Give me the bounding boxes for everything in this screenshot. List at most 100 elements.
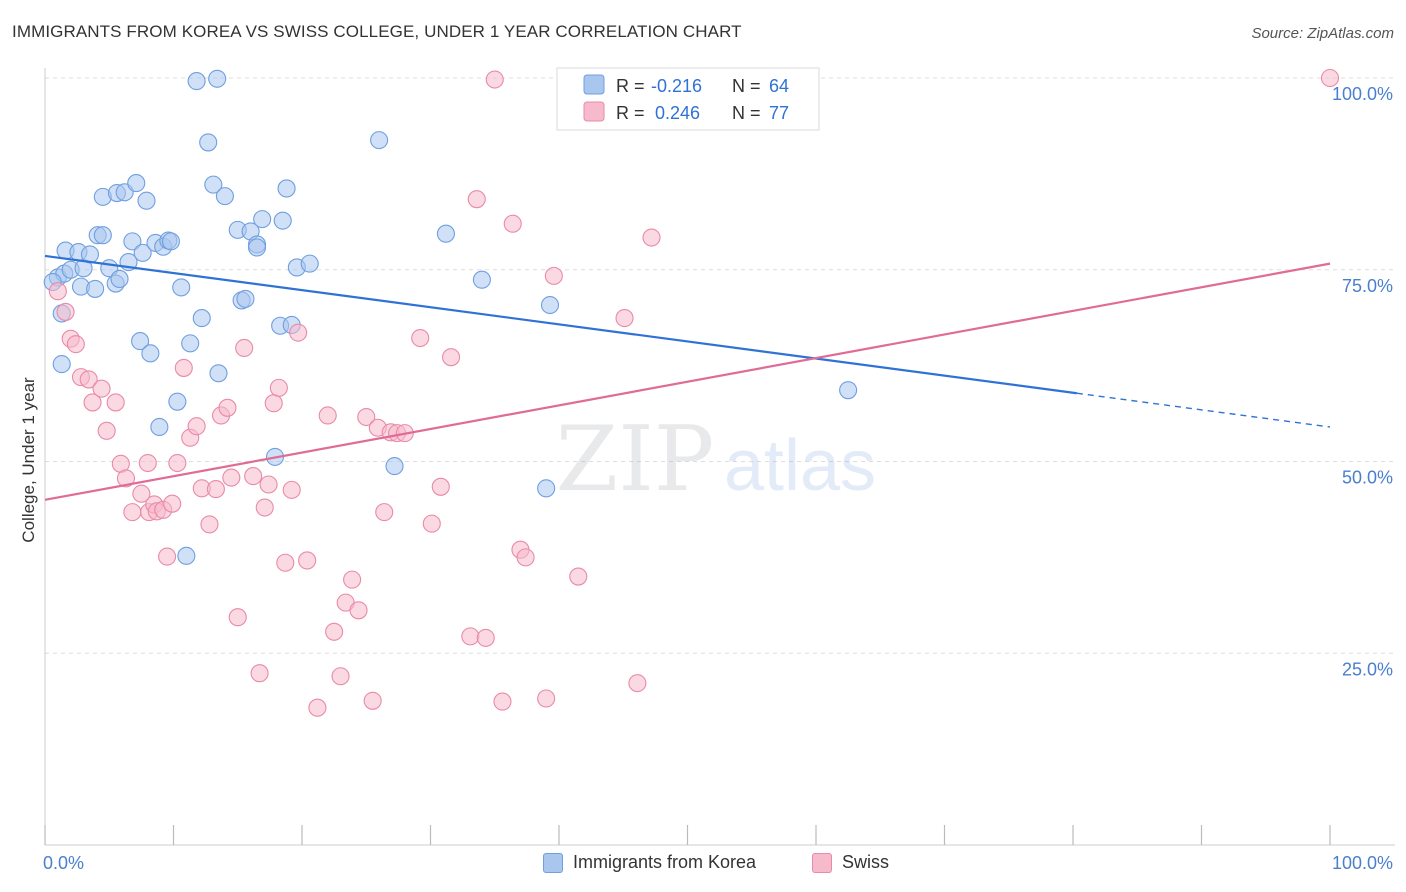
legend-item-korea[interactable]: Immigrants from Korea	[543, 852, 756, 873]
legend-r-value-swiss: 0.246	[655, 103, 700, 123]
source-label: Source: ZipAtlas.com	[1251, 25, 1394, 42]
swiss-point	[244, 467, 263, 486]
korea-point	[247, 238, 267, 257]
legend-label-korea: Immigrants from Korea	[573, 852, 757, 872]
korea-point	[385, 457, 404, 476]
swiss-point	[422, 514, 441, 533]
grid-lines	[45, 77, 1395, 654]
korea-point	[236, 289, 255, 308]
swiss-point	[174, 358, 193, 377]
swiss-point	[375, 503, 394, 522]
y-tick-label: 100.0%	[1332, 84, 1393, 104]
swiss-point	[255, 498, 274, 517]
legend-r-value-korea: -0.216	[651, 76, 702, 96]
swiss-point	[228, 608, 247, 627]
swiss-point	[282, 480, 301, 499]
swiss-point	[66, 335, 85, 354]
swiss-point	[503, 214, 522, 233]
swiss-point	[83, 393, 102, 412]
trend-lines	[44, 254, 1331, 501]
korea-point	[133, 243, 152, 262]
y-tick-label: 75.0%	[1342, 276, 1393, 296]
swiss-point	[158, 547, 177, 566]
swiss-point	[343, 570, 362, 589]
swiss-point	[331, 667, 350, 686]
legend-n-label-korea: N =	[732, 76, 761, 96]
korea-point	[177, 546, 196, 565]
korea-point	[137, 191, 156, 210]
korea-point	[131, 332, 150, 351]
swiss-point	[289, 323, 308, 342]
korea-point	[161, 232, 180, 251]
korea-point	[209, 364, 228, 383]
korea-point	[123, 232, 142, 251]
korea-point	[537, 479, 556, 498]
korea-point	[540, 295, 560, 315]
watermark-atlas: atlas	[724, 426, 876, 506]
swiss-point	[349, 601, 368, 620]
swiss-trend-line	[44, 262, 1331, 501]
korea-point	[192, 309, 211, 328]
swiss-point	[363, 691, 382, 710]
swiss-point	[308, 698, 327, 717]
swiss-point	[569, 567, 588, 586]
legend-r-label-swiss: R =	[616, 103, 645, 123]
swiss-point	[168, 453, 187, 473]
bottom-legend: Immigrants from Korea Swiss	[0, 850, 1406, 880]
swiss-point	[92, 379, 111, 398]
korea-point	[472, 270, 491, 289]
korea-point	[436, 224, 455, 243]
swiss-point	[318, 406, 337, 425]
watermark-zip: ZIP	[556, 407, 715, 512]
korea-trend-extension	[1076, 392, 1331, 428]
korea-point	[199, 133, 218, 152]
swiss-point	[485, 70, 504, 89]
swiss-point	[357, 407, 376, 427]
swiss-point	[642, 228, 661, 247]
swiss-point	[298, 551, 317, 570]
legend-item-swiss[interactable]: Swiss	[812, 852, 889, 873]
swiss-point	[259, 475, 278, 494]
swiss-point	[48, 282, 67, 301]
swiss-point	[431, 477, 450, 496]
legend-n-value-korea: 64	[769, 76, 789, 96]
y-tick-label: 25.0%	[1342, 659, 1393, 679]
x-tick-label-max: 100.0%	[1332, 853, 1393, 873]
korea-point	[127, 174, 146, 193]
legend-n-value-swiss: 77	[769, 103, 789, 123]
swiss-point	[222, 468, 241, 487]
swiss-point	[116, 469, 136, 488]
chart-title: IMMIGRANTS FROM KOREA VS SWISS COLLEGE, …	[12, 22, 742, 41]
korea-point	[277, 179, 296, 198]
korea-point	[181, 334, 200, 353]
korea-point	[253, 210, 272, 229]
watermark: ZIP atlas	[556, 407, 876, 512]
korea-point	[300, 254, 319, 273]
swiss-point	[123, 503, 142, 522]
swiss-point	[187, 417, 206, 436]
swiss-point	[467, 190, 486, 209]
legend-r-label-korea: R =	[616, 76, 645, 96]
korea-point	[273, 211, 292, 230]
swiss-point	[493, 692, 512, 711]
korea-point	[172, 278, 191, 297]
swiss-point	[132, 484, 151, 503]
swiss-point	[276, 553, 295, 572]
swiss-point	[476, 628, 495, 647]
y-axis-label: College, Under 1 year	[19, 377, 38, 543]
swiss-point	[79, 370, 98, 389]
korea-trend-line	[44, 254, 1078, 395]
korea-point	[110, 269, 129, 289]
swiss-point	[264, 394, 283, 413]
korea-point	[839, 381, 858, 400]
scatter-points	[43, 68, 1340, 717]
swiss-point	[628, 674, 647, 693]
korea-point	[141, 344, 160, 363]
swiss-point	[250, 664, 269, 683]
korea-point	[204, 175, 223, 194]
swiss-point	[138, 453, 157, 473]
swiss-point	[537, 689, 556, 708]
swiss-point	[411, 328, 430, 348]
axes	[44, 68, 1395, 846]
legend-swatch-swiss-bottom	[812, 852, 832, 873]
